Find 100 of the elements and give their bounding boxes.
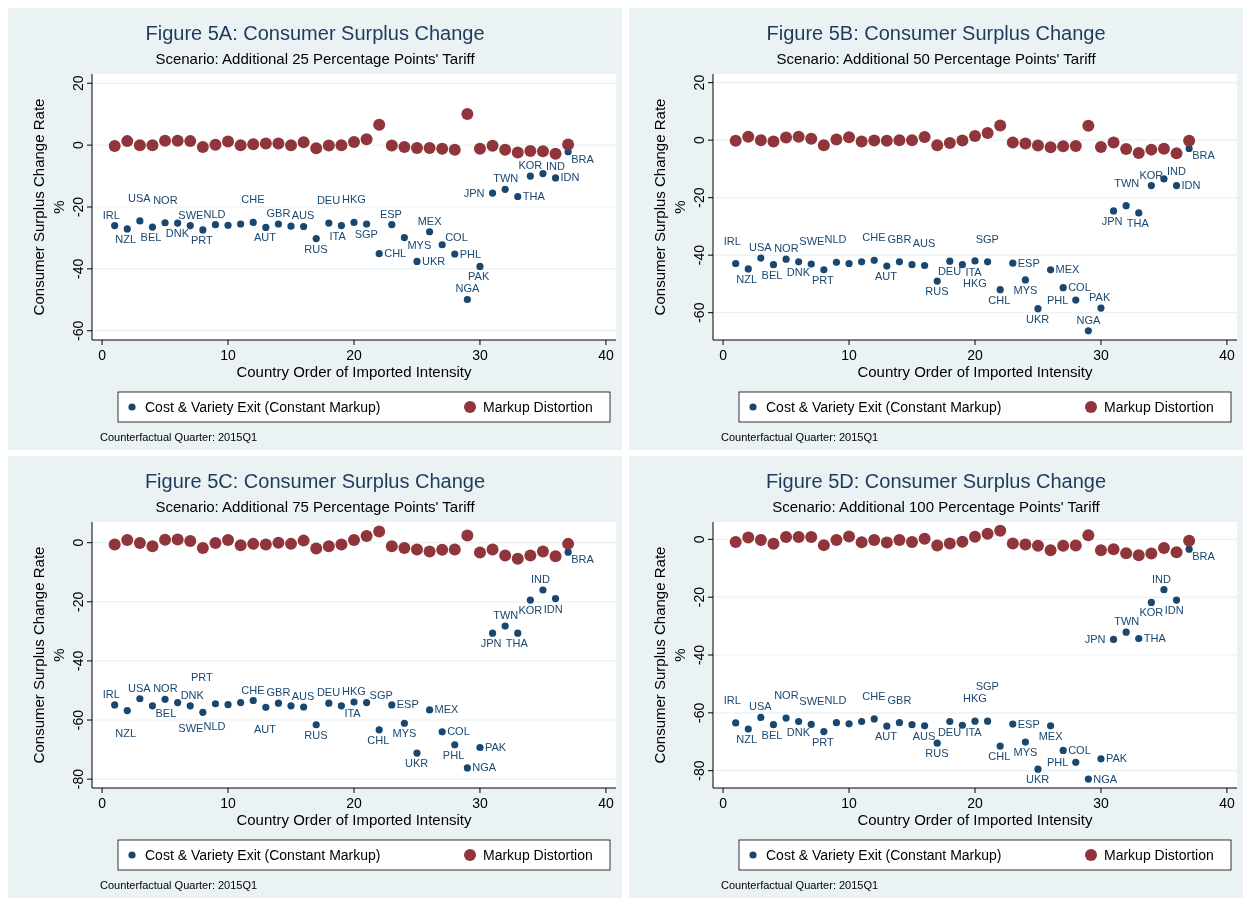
point — [463, 764, 471, 772]
point — [123, 706, 131, 715]
point — [413, 257, 421, 266]
annotation: BRA — [571, 553, 595, 566]
point — [463, 295, 471, 304]
y-tick-label: -20 — [691, 187, 707, 208]
point — [222, 534, 235, 547]
point — [499, 143, 512, 156]
point — [436, 543, 449, 556]
point — [792, 531, 805, 544]
y-axis-title: Consumer Surplus Change Rate % — [651, 98, 688, 316]
point — [946, 717, 954, 726]
point — [501, 185, 509, 193]
annotation: SGP — [975, 232, 999, 245]
annotation: NLD — [824, 693, 847, 706]
point — [1006, 537, 1019, 550]
x-tick-label: 0 — [719, 795, 728, 811]
annotation: BRA — [1192, 550, 1216, 563]
point — [526, 172, 534, 180]
annotation: AUT — [874, 730, 898, 743]
annotation: AUS — [912, 236, 936, 249]
point — [782, 255, 790, 263]
annotation: PAK — [484, 741, 507, 754]
y-tick-label: -80 — [691, 760, 707, 781]
annotation: MYS — [407, 238, 432, 251]
annotation: SGP — [354, 228, 378, 241]
annotation: HKG — [963, 276, 987, 289]
x-axis-title: Country Order of Imported Intensity — [857, 811, 1094, 828]
point — [476, 743, 484, 752]
point — [1009, 259, 1017, 267]
point — [549, 147, 562, 160]
legend-label: Markup Distortion — [1104, 847, 1214, 863]
point — [931, 139, 944, 152]
y-tick-label: -20 — [70, 196, 86, 218]
annotation: GBR — [887, 232, 912, 245]
text: Counterfactual Quarter: 2015Q1 — [100, 879, 258, 891]
point — [335, 139, 348, 152]
point — [237, 698, 245, 707]
point — [994, 119, 1007, 132]
point — [843, 131, 856, 144]
point — [511, 146, 524, 159]
point — [310, 542, 323, 555]
annotation: COL — [445, 230, 468, 243]
point — [171, 533, 184, 546]
annotation: NGA — [455, 282, 480, 295]
x-tick-label: 0 — [98, 795, 107, 811]
x-tick-label: 0 — [719, 347, 728, 363]
point — [473, 546, 486, 559]
point — [224, 701, 232, 709]
point — [249, 218, 257, 227]
point — [832, 258, 841, 266]
annotation: TWN — [493, 609, 519, 622]
point — [148, 702, 157, 710]
annotation: GBR — [266, 686, 291, 699]
annotation: IDN — [543, 602, 563, 615]
point — [473, 142, 486, 155]
point — [174, 219, 182, 227]
point — [780, 531, 793, 544]
point — [780, 131, 793, 144]
point — [451, 741, 459, 749]
point — [1122, 202, 1130, 210]
point — [325, 219, 333, 227]
annotation: COL — [1068, 281, 1091, 294]
annotation: THA — [522, 189, 546, 202]
point — [237, 220, 245, 228]
point — [375, 250, 383, 258]
point — [830, 533, 843, 546]
point — [486, 139, 499, 152]
point — [199, 708, 207, 716]
point — [870, 715, 878, 723]
annotation: GBR — [266, 207, 291, 220]
point — [312, 721, 320, 729]
point — [171, 134, 184, 147]
point — [1072, 296, 1080, 304]
point — [211, 700, 220, 708]
point — [918, 532, 931, 545]
annotation: UKR — [1026, 312, 1050, 325]
annotation: NLD — [824, 233, 847, 246]
point — [1044, 544, 1057, 557]
point — [742, 130, 755, 143]
point — [186, 221, 194, 230]
point — [121, 534, 134, 547]
point — [732, 719, 740, 727]
annotation: NOR — [153, 682, 178, 695]
point — [222, 135, 235, 148]
point — [996, 742, 1004, 750]
point — [1135, 634, 1143, 643]
y-tick-label: 20 — [691, 74, 707, 91]
x-tick-label: 30 — [472, 795, 488, 811]
annotation: PAK — [1089, 291, 1111, 304]
point — [931, 539, 944, 552]
annotation: SGP — [975, 680, 999, 693]
point — [410, 141, 423, 154]
legend-label: Cost & Variety Exit (Constant Markup) — [145, 399, 381, 415]
point — [769, 261, 778, 269]
point — [536, 145, 549, 158]
point — [448, 143, 461, 156]
y-tick-label: -20 — [691, 586, 707, 608]
annotation: AUS — [291, 690, 315, 703]
point — [971, 717, 979, 725]
